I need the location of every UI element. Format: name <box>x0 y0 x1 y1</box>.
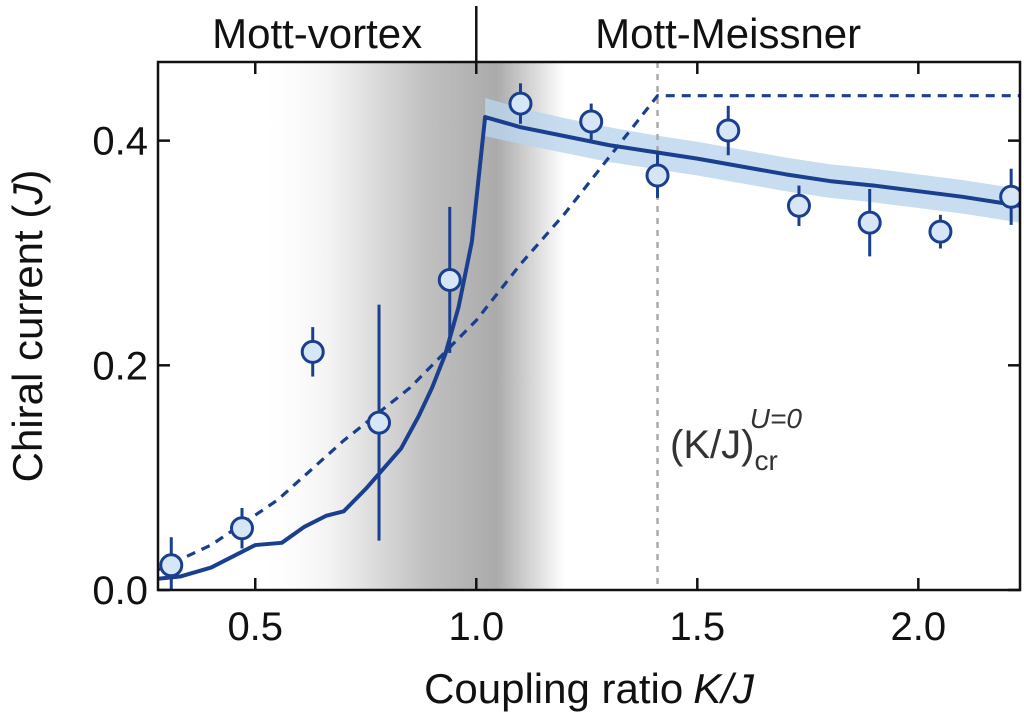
data-point <box>999 184 1020 209</box>
uncertainty-band <box>485 97 1020 223</box>
data-point <box>928 219 953 244</box>
data-point <box>367 410 392 435</box>
data-point <box>645 163 670 188</box>
critical-ratio-main: (K/J) <box>670 423 754 467</box>
data-point <box>508 91 533 116</box>
data-point <box>579 109 604 134</box>
x-axis-title-text: Coupling ratio <box>424 665 683 712</box>
y-axis-title-text: Chiral current ( <box>4 205 51 483</box>
data-point <box>300 339 325 364</box>
data-point <box>786 193 811 218</box>
phase-transition-shading <box>255 62 565 590</box>
data-point <box>229 516 254 541</box>
critical-ratio-superscript: U=0 <box>750 403 803 434</box>
x-axis-title: Coupling ratio K/J <box>424 665 755 712</box>
critical-ratio-subscript: cr <box>754 445 777 476</box>
region-label-mott-vortex: Mott-vortex <box>212 10 422 57</box>
data-point <box>857 210 882 235</box>
y-tick-label: 0.4 <box>92 120 148 164</box>
theory-line <box>158 115 1020 581</box>
x-tick-label: 0.5 <box>227 605 283 649</box>
data-point <box>159 553 184 578</box>
plot-frame <box>156 60 1022 592</box>
x-tick-label: 1.5 <box>669 605 725 649</box>
y-axis-title-end: ) <box>4 170 51 184</box>
y-axis-title-variable: J <box>4 183 51 206</box>
y-tick-label: 0.0 <box>92 569 148 613</box>
data-point <box>437 267 462 292</box>
y-tick-label: 0.2 <box>92 344 148 388</box>
noninteracting-theory-line <box>158 94 1020 572</box>
data-point <box>716 118 741 143</box>
x-tick-label: 1.0 <box>448 605 504 649</box>
critical-ratio-label: (K/J)cr U=0 <box>670 403 802 476</box>
y-axis-title: Chiral current (J) <box>4 170 51 483</box>
x-tick-label: 2.0 <box>891 605 947 649</box>
region-label-mott-meissner: Mott-Meissner <box>595 10 861 57</box>
x-axis-title-variable: K/J <box>693 665 755 712</box>
